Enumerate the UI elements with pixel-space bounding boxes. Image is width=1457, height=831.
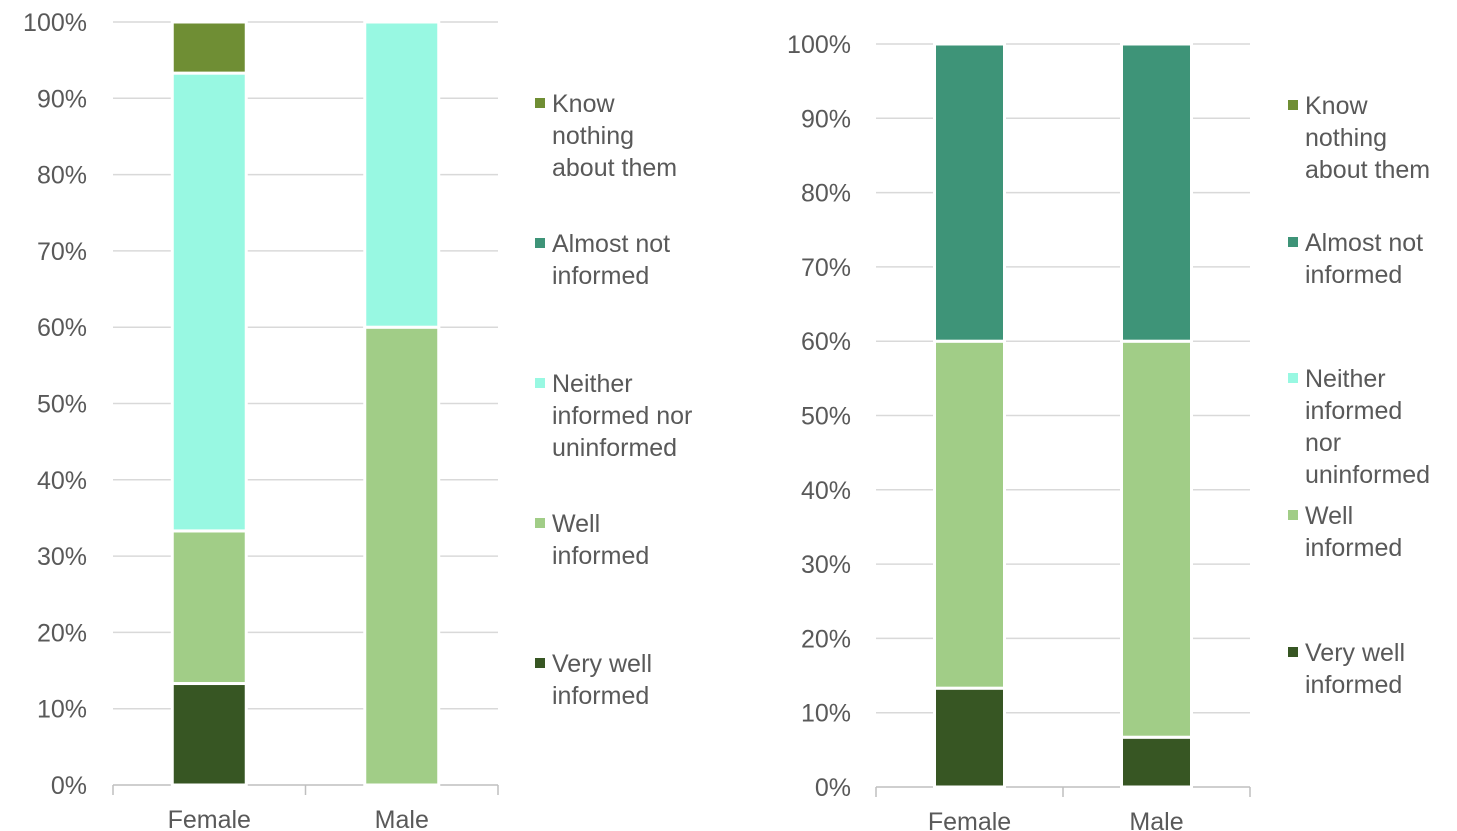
legend-item-neither-informed-nor-uninformed: Neither informed nor uninformed (535, 370, 692, 462)
legend-label: about them (552, 154, 677, 182)
y-tick-label: 10% (37, 696, 87, 724)
bar-segment-well-informed-female (933, 339, 1006, 690)
legend-label: Well (1305, 502, 1353, 530)
y-tick-label: 50% (801, 403, 851, 431)
x-category-label: Female (168, 806, 251, 831)
y-tick-label: 50% (37, 391, 87, 419)
legend-item-almost-not-informed: Almost not informed (535, 230, 670, 290)
y-tick-label: 60% (37, 314, 87, 342)
legend-label: Almost not (552, 230, 670, 258)
legend-label: informed (552, 262, 649, 290)
bar-segment-well-informed-female (170, 529, 248, 686)
legend-label: Very well (1305, 639, 1405, 667)
y-tick-label: 20% (801, 625, 851, 653)
legend-item-very-well-informed: Very well informed (535, 650, 652, 710)
chart-left: 0% 10% 20% 30% 40% 50% 60% 70% 80% 90% 100% Female M… (23, 9, 692, 831)
x-category-label: Female (928, 808, 1011, 831)
legend-swatch (1288, 237, 1298, 247)
x-category-label: Male (375, 806, 429, 831)
legend-label: nor (1305, 429, 1341, 457)
bar-segment-very-well-informed-female (933, 686, 1006, 789)
legend-swatch (535, 518, 545, 528)
y-tick-label: 30% (801, 551, 851, 579)
y-tick-label: 30% (37, 543, 87, 571)
legend-swatch (1288, 373, 1298, 383)
legend-item-know-nothing-about-them: Know nothing about them (1288, 92, 1430, 184)
bar-segment-almost-not-informed-female (933, 42, 1006, 343)
legend-label: Neither (552, 370, 633, 398)
legend-item-very-well-informed: Very well informed (1288, 639, 1405, 699)
legend-label: informed (1305, 671, 1402, 699)
legend-label: informed (552, 682, 649, 710)
chart-right: 0% 10% 20% 30% 40% 50% 60% 70% 80% 90% 100% Female M… (787, 31, 1430, 831)
legend-swatch (1288, 100, 1298, 110)
y-tick-label: 0% (815, 774, 851, 802)
legend-swatch (535, 658, 545, 668)
bar-segment-neither-informed-nor-uninformed-female (170, 71, 248, 533)
y-tick-label: 60% (801, 328, 851, 356)
bar-segment-neither-informed-nor-uninformed-male (363, 20, 441, 329)
legend-label: informed (1305, 534, 1402, 562)
legend-label: Neither (1305, 365, 1386, 393)
legend-label: Well (552, 510, 600, 538)
bar-segment-very-well-informed-male (1120, 735, 1193, 789)
legend-label: nothing (552, 122, 634, 150)
y-tick-label: 20% (37, 619, 87, 647)
bar-segment-know-nothing-about-them-female (170, 20, 248, 75)
y-tick-label: 10% (801, 700, 851, 728)
bar-segment-almost-not-informed-male (1120, 42, 1193, 343)
legend-label: informed (1305, 397, 1402, 425)
y-tick-label: 40% (37, 467, 87, 495)
legend-label: Almost not (1305, 229, 1423, 257)
bar-segment-well-informed-male (363, 325, 441, 787)
legend-swatch (1288, 647, 1298, 657)
x-category-label: Male (1129, 808, 1183, 831)
legend-label: informed (1305, 261, 1402, 289)
legend-label: nothing (1305, 124, 1387, 152)
legend-swatch (535, 98, 545, 108)
legend-label: informed (552, 542, 649, 570)
legend-item-almost-not-informed: Almost not informed (1288, 229, 1423, 289)
y-tick-label: 90% (801, 105, 851, 133)
y-tick-label: 100% (787, 31, 851, 59)
y-tick-label: 70% (801, 254, 851, 282)
bar-segment-very-well-informed-female (170, 682, 248, 787)
y-tick-label: 40% (801, 477, 851, 505)
legend-label: about them (1305, 156, 1430, 184)
legend-label: Very well (552, 650, 652, 678)
legend-item-well-informed: Well informed (1288, 502, 1402, 562)
bar-segment-well-informed-male (1120, 339, 1193, 739)
y-tick-label: 90% (37, 85, 87, 113)
legend-label: Know (1305, 92, 1368, 120)
legend-label: uninformed (1305, 461, 1430, 489)
y-tick-label: 70% (37, 238, 87, 266)
legend-label: Know (552, 90, 615, 118)
legend-swatch (1288, 510, 1298, 520)
y-tick-label: 0% (51, 772, 87, 800)
legend-label: uninformed (552, 434, 677, 462)
legend-item-know-nothing-about-them: Know nothing about them (535, 90, 677, 182)
legend-item-neither-informed-nor-uninformed: Neither informed nor uninformed (1288, 365, 1430, 489)
legend-swatch (535, 238, 545, 248)
legend-swatch (535, 378, 545, 388)
legend-label: informed nor (552, 402, 692, 430)
y-tick-label: 100% (23, 9, 87, 37)
y-tick-label: 80% (37, 162, 87, 190)
y-tick-label: 80% (801, 180, 851, 208)
legend-item-well-informed: Well informed (535, 510, 649, 570)
